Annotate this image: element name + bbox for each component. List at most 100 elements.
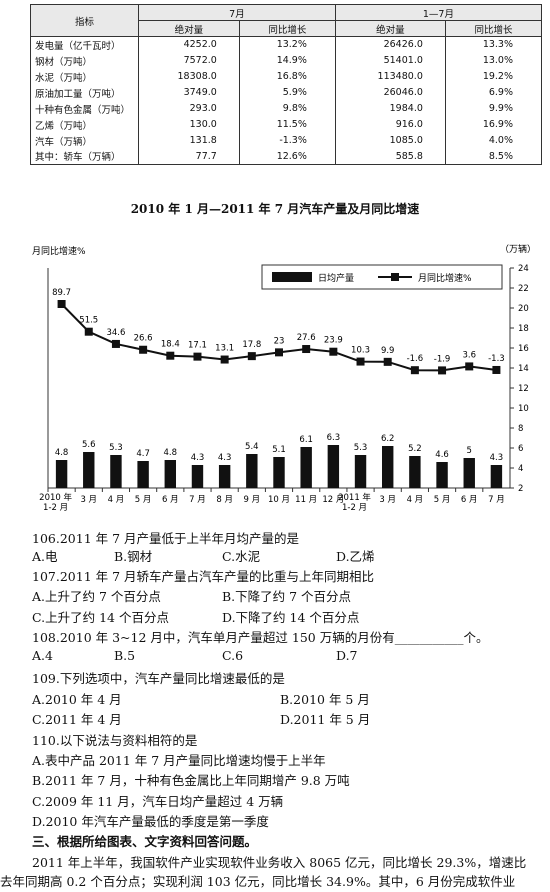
x-tick-label: 5 月 <box>434 495 451 505</box>
indicator-cell: 发电量（亿千瓦时） <box>30 36 139 53</box>
table-row: 发电量（亿千瓦时） 4252.0 13.2% 26426.0 13.3% <box>30 36 543 53</box>
question-107: 107.2011 年 7 月轿车产量占汽车产量的比重与上年同期相比 <box>32 569 375 584</box>
q106-option-c[interactable]: C.水泥 <box>222 549 261 564</box>
q110-option-c[interactable]: C.2009 年 11 月，汽车日均产量超过 4 万辆 <box>32 794 284 809</box>
bar <box>436 462 448 488</box>
growth-value-label: 23.9 <box>324 336 343 346</box>
bar <box>218 465 231 488</box>
x-tick-label: 1-2 月 <box>342 503 367 513</box>
q109-option-b[interactable]: B.2010 年 5 月 <box>280 692 370 707</box>
q107-option-d[interactable]: D.下降了约 14 个百分点 <box>222 610 360 625</box>
x-tick-label: 5 月 <box>135 495 152 505</box>
q106-option-a[interactable]: A.电 <box>32 549 58 564</box>
bar-value-label: 4.8 <box>55 448 69 458</box>
table-row: 十种有色金属（万吨） 293.0 9.8% 1984.0 9.9% <box>30 100 543 117</box>
growth-point <box>302 345 311 354</box>
q108-option-b[interactable]: B.5 <box>114 648 136 663</box>
q109-option-d[interactable]: D.2011 年 5 月 <box>280 712 371 727</box>
growth-value-label: 13.1 <box>215 344 234 354</box>
legend-line-label: 月同比增速% <box>418 272 472 284</box>
indicator-cell: 钢材（万吨） <box>30 52 139 69</box>
ytd-yoy-cell: 13.3% <box>444 36 543 53</box>
july-absolute-cell: 7572.0 <box>138 52 240 69</box>
x-tick-label: 6 月 <box>162 495 179 505</box>
bar-value-label: 4.3 <box>191 453 205 463</box>
legend-bar-label: 日均产量 <box>318 272 354 284</box>
section-heading: 三、根据所给图表、文字资料回答问题。 <box>32 834 258 849</box>
q108-option-d[interactable]: D.7 <box>336 648 358 663</box>
q109-option-c[interactable]: C.2011 年 4 月 <box>32 712 122 727</box>
table-row: 原油加工量（万吨） 3749.0 5.9% 26046.0 6.9% <box>30 84 543 101</box>
growth-value-label: 3.6 <box>462 350 476 360</box>
q106-option-b[interactable]: B.钢材 <box>114 549 153 564</box>
indicator-cell: 原油加工量（万吨） <box>30 84 139 101</box>
growth-value-label: 17.1 <box>188 341 207 351</box>
x-tick-label: 2010 年 <box>39 492 72 503</box>
bar-value-label: 5.4 <box>245 442 259 452</box>
q108-option-c[interactable]: C.6 <box>222 648 244 663</box>
growth-point <box>329 347 338 356</box>
left-axis-label: 月同比增速% <box>32 245 86 257</box>
indicator-cell: 水泥（万吨） <box>30 68 139 85</box>
q107-option-c[interactable]: C.上升了约 14 个百分点 <box>32 610 169 625</box>
q107-option-a[interactable]: A.上升了约 7 个百分点 <box>32 589 161 604</box>
table-row: 水泥（万吨） 18308.0 16.8% 113480.0 19.2% <box>30 68 543 85</box>
x-tick-label: 7 月 <box>189 495 206 505</box>
bar <box>354 455 367 488</box>
table-row: 钢材（万吨） 7572.0 14.9% 51401.0 13.0% <box>30 52 543 69</box>
growth-value-label: 10.3 <box>351 346 370 356</box>
right-tick-label: 8 <box>518 424 523 434</box>
bar <box>300 447 312 488</box>
growth-point <box>356 357 365 366</box>
q107-option-b[interactable]: B.下降了约 7 个百分点 <box>222 589 352 604</box>
x-tick-label: 11 月 <box>295 495 317 505</box>
right-axis-label: （万辆） <box>500 243 536 255</box>
table-row: 汽车（万辆） 131.8 -1.3% 1085.0 4.0% <box>30 132 543 149</box>
growth-point <box>111 339 120 348</box>
july-yoy-cell: 16.8% <box>238 68 336 85</box>
bar <box>273 457 285 488</box>
bar-value-label: 5.6 <box>82 440 96 450</box>
legend-line-marker <box>391 273 399 281</box>
bar-value-label: 4.8 <box>164 448 178 458</box>
x-tick-label: 4 月 <box>407 495 424 505</box>
ytd-yoy-cell: 4.0% <box>444 132 543 149</box>
july-yoy-cell: 14.9% <box>238 52 336 69</box>
header-indicator: 指标 <box>30 4 139 37</box>
ytd-absolute-cell: 916.0 <box>334 116 446 133</box>
bar-value-label: 5.3 <box>109 443 123 453</box>
q109-option-a[interactable]: A.2010 年 4 月 <box>32 692 122 707</box>
question-109: 109.下列选项中，汽车产量同比增速最低的是 <box>32 671 285 686</box>
header-ytd-absolute: 绝对量 <box>334 20 446 37</box>
bar <box>55 460 68 488</box>
question-110: 110.以下说法与资料相符的是 <box>32 733 198 748</box>
growth-point <box>57 300 66 308</box>
growth-value-label: 23 <box>274 336 285 346</box>
ytd-yoy-cell: 19.2% <box>444 68 543 85</box>
july-absolute-cell: 77.7 <box>138 148 240 165</box>
bar <box>191 465 204 488</box>
growth-value-label: 26.6 <box>134 334 153 344</box>
bar <box>409 456 421 488</box>
x-tick-label: 10 月 <box>268 495 290 505</box>
right-tick-label: 20 <box>518 304 529 314</box>
bar <box>327 445 340 488</box>
bar-value-label: 4.6 <box>435 450 449 460</box>
q108-option-a[interactable]: A.4 <box>32 648 53 663</box>
q110-option-a[interactable]: A.表中产品 2011 年 7 月产量同比增速均慢于上半年 <box>32 753 326 768</box>
indicator-cell: 十种有色金属（万吨） <box>30 100 139 117</box>
indicator-cell: 乙烯（万吨） <box>30 116 139 133</box>
bar-value-label: 4.3 <box>218 453 232 463</box>
bar-value-label: 5.2 <box>408 444 422 454</box>
growth-point <box>410 366 419 375</box>
q110-option-d[interactable]: D.2010 年汽车产量最低的季度是第一季度 <box>32 814 269 829</box>
growth-point <box>465 362 474 371</box>
right-tick-label: 4 <box>518 464 523 474</box>
x-tick-label: 2011 年 <box>338 492 371 503</box>
q106-option-d[interactable]: D.乙烯 <box>336 549 375 564</box>
q110-option-b[interactable]: B.2011 年 7 月，十种有色金属比上年同期增产 9.8 万吨 <box>32 773 350 788</box>
bar <box>246 454 258 488</box>
x-tick-label: 8 月 <box>216 495 233 505</box>
july-absolute-cell: 3749.0 <box>138 84 240 101</box>
growth-value-label: 89.7 <box>52 288 71 298</box>
